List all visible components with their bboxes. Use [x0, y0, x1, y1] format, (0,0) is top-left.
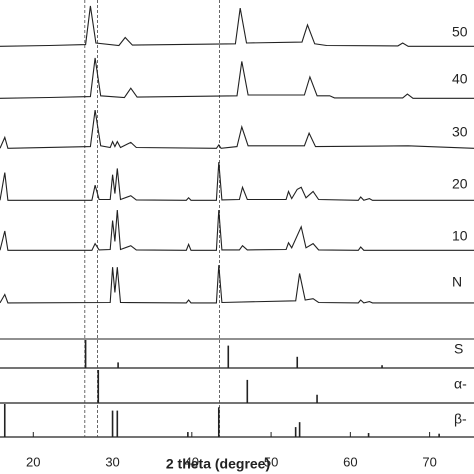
- reference-label: S: [454, 341, 463, 357]
- xrd-pattern: [0, 57, 474, 99]
- pattern-label: 10: [452, 228, 468, 244]
- pattern-label: 40: [452, 71, 468, 87]
- xrd-pattern: [0, 5, 474, 47]
- xrd-pattern: [0, 162, 474, 201]
- reference-label: α-: [454, 376, 467, 392]
- x-axis-title: 2 theta (degree): [166, 456, 270, 472]
- xrd-pattern: [0, 209, 474, 251]
- xrd-pattern: [0, 110, 474, 149]
- x-tick-label: 70: [422, 454, 436, 469]
- pattern-label: 20: [452, 176, 468, 192]
- pattern-label: N: [452, 274, 462, 290]
- x-tick-label: 20: [26, 454, 40, 469]
- x-tick-label: 30: [105, 454, 119, 469]
- xrd-pattern: [0, 265, 474, 304]
- x-tick-label: 60: [343, 454, 357, 469]
- reference-label: β-: [454, 411, 467, 427]
- x-tick-label: 50: [264, 454, 278, 469]
- pattern-label: 30: [452, 124, 468, 140]
- x-tick-label: 40: [185, 454, 199, 469]
- pattern-label: 50: [452, 24, 468, 40]
